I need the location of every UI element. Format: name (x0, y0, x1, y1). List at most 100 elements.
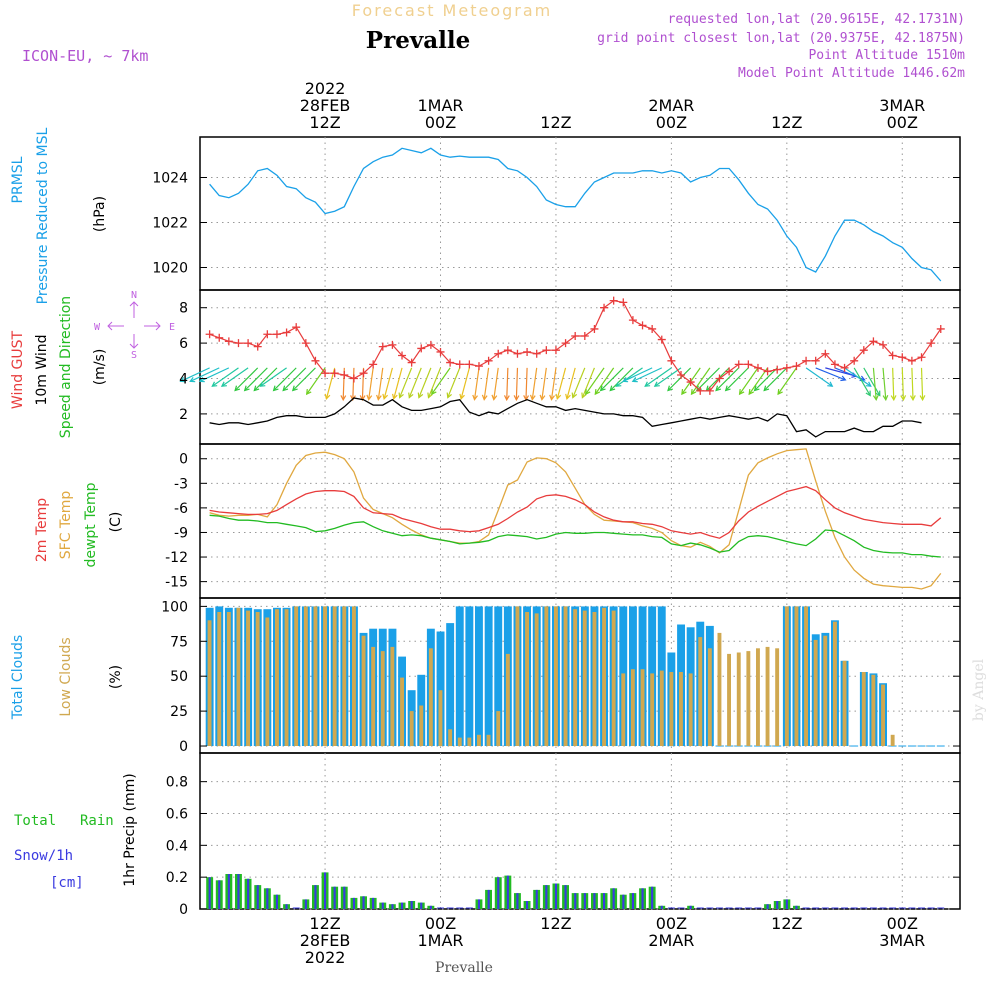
clouds-unit: (%) (108, 665, 124, 689)
wind-arrow (844, 367, 872, 387)
gust-marker (686, 378, 695, 387)
y-tick-label: 0.4 (166, 838, 188, 854)
wind-arrow (909, 367, 916, 402)
wind-arrow (571, 367, 586, 399)
wind-arrow-shaft (882, 367, 887, 400)
low-cloud-bar (669, 672, 674, 746)
time-label: 2022 (305, 79, 346, 98)
precip-total-label: Total (14, 813, 56, 829)
low-cloud-bar (361, 635, 366, 746)
low-cloud-bar (688, 673, 693, 746)
wind-arrow-head (599, 385, 606, 392)
low-cloud-bar (804, 606, 808, 746)
wind-arrow (392, 367, 403, 401)
wind-arrow-head (777, 389, 783, 396)
gust-marker (407, 358, 416, 367)
low-cloud-bar (823, 635, 828, 746)
pressure-grid (200, 137, 960, 290)
wind-arrow-shaft (260, 367, 287, 387)
wind-arrow-shaft (483, 367, 490, 400)
precip-bar (302, 899, 310, 909)
low-cloud-bar (813, 639, 818, 746)
gust-marker (927, 339, 936, 348)
wind-arrow-head (622, 377, 629, 383)
wind-arrow (211, 367, 239, 387)
wind-arrow (472, 367, 480, 401)
gust-marker (551, 346, 560, 355)
y-tick-label: 1020 (152, 261, 188, 277)
y-tick-label: -6 (174, 501, 188, 517)
precip-bar (619, 894, 627, 909)
wind-arrow-shaft (493, 367, 499, 400)
gust-marker (503, 346, 512, 355)
time-label: 3MAR (879, 96, 925, 115)
pressure-y-ticks: 1020 1022 1024 (152, 171, 960, 277)
precip-bar-snow (333, 886, 336, 909)
low-cloud-bar (707, 648, 712, 746)
y-tick-label: 6 (179, 336, 188, 352)
precip-bar-snow (641, 888, 644, 909)
gust-marker (205, 330, 214, 339)
time-label: 28FEB (300, 96, 351, 115)
wind-arrow (340, 367, 347, 402)
gust-marker (215, 333, 224, 342)
gust-marker (388, 340, 397, 349)
wind-arrow-shaft (550, 367, 557, 400)
y-tick-label: 50 (170, 669, 188, 685)
precip-bar (610, 888, 618, 909)
gust-marker (859, 346, 868, 355)
gust-marker (628, 316, 637, 325)
gust-marker (734, 360, 743, 369)
low-cloud-bar (554, 606, 558, 746)
low-cloud-bar (833, 621, 837, 746)
low-cloud-bar (611, 610, 616, 747)
wind-arrow-head (571, 392, 578, 399)
gust-marker (879, 340, 888, 349)
wind-arrow-head (872, 394, 879, 402)
wind-arrow (690, 367, 711, 396)
wind-grid (200, 290, 960, 444)
wind-arrow (753, 367, 778, 392)
wind-arrow (529, 367, 538, 401)
precip-bar (581, 893, 589, 909)
y-tick-label: 2 (179, 407, 188, 423)
gust-marker (272, 330, 281, 339)
precip-bar-snow (651, 886, 654, 909)
wind-arrow (584, 367, 605, 396)
wind-arrow-shaft (901, 367, 904, 400)
compass-west: W (94, 322, 101, 333)
precip-bar-snow (304, 899, 307, 909)
wind-arrow-head (376, 394, 382, 401)
low-cloud-bar (871, 674, 876, 746)
low-cloud-bar (573, 609, 578, 746)
wind-arrow-head (644, 381, 651, 387)
gust-marker (657, 335, 666, 344)
precip-bar-snow (535, 889, 538, 909)
precip-snow-label: Snow/1h (14, 848, 73, 864)
wind-arrow-head (581, 392, 587, 399)
precip-bar (629, 893, 637, 909)
low-cloud-bar (602, 607, 606, 746)
time-label: 1MAR (417, 931, 463, 950)
dewpoint-label: dewpt Temp (83, 482, 99, 567)
wind-arrow-shaft (572, 367, 586, 398)
precip-bar (408, 901, 416, 909)
gust-marker (907, 356, 916, 365)
low-cloud-bar (217, 612, 222, 747)
grid-point-coords: grid point closest lon,lat (20.9375E, 42… (597, 31, 965, 46)
wind-arrow-shaft (556, 367, 567, 399)
precip-bar (244, 878, 252, 909)
low-cloud-bar (419, 705, 424, 746)
gust-marker (474, 362, 483, 371)
wind-arrow-shaft (632, 367, 663, 382)
precip-bar-snow (237, 874, 240, 909)
precip-bar-snow (689, 905, 692, 909)
gust-marker (830, 360, 839, 369)
wind-arrow-head (459, 393, 465, 401)
wind-arrow (366, 367, 374, 401)
pressure-line (209, 147, 942, 282)
precip-bar-snow (497, 877, 500, 909)
low-cloud-bar (236, 607, 241, 746)
low-cloud-bar (679, 672, 683, 746)
